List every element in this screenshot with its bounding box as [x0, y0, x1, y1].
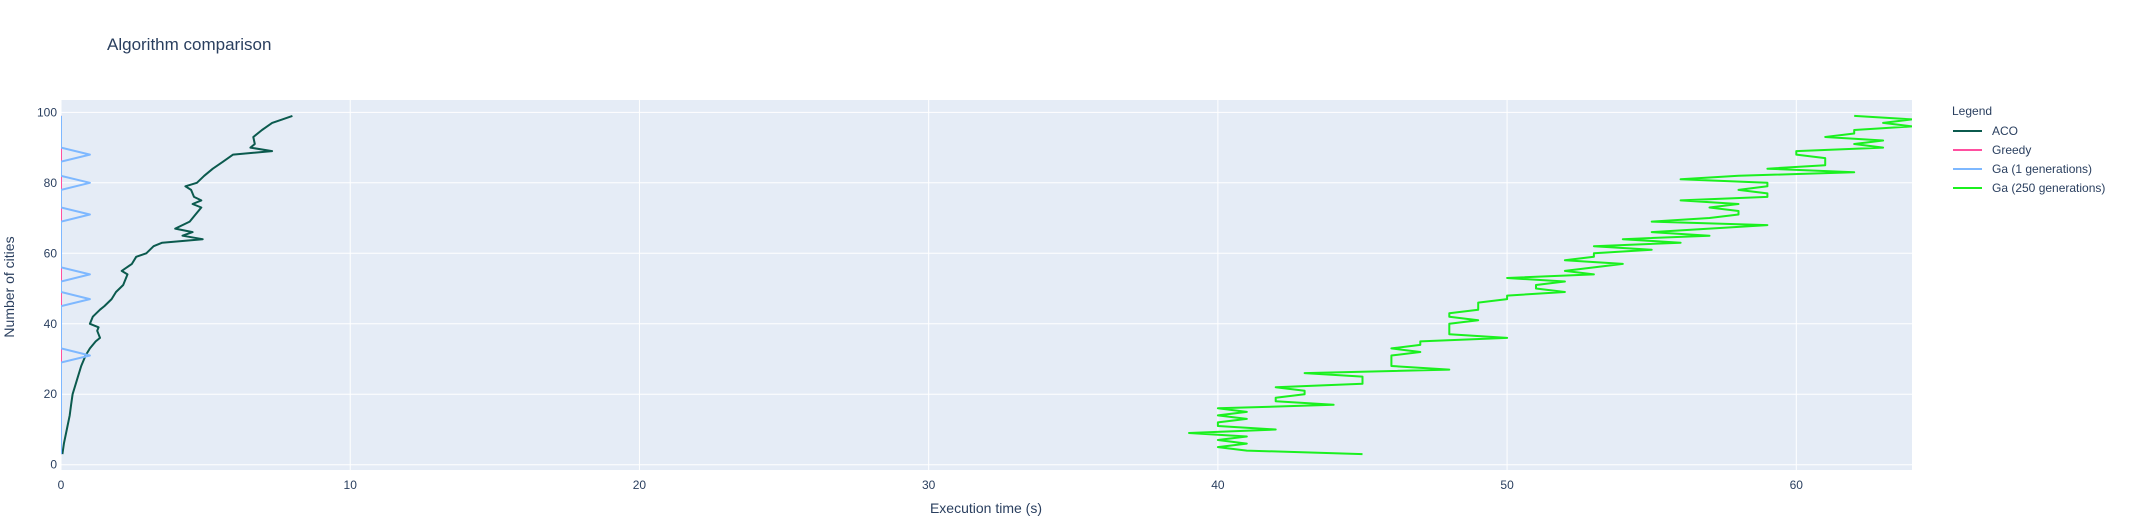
legend-item-greedy[interactable]: Greedy: [1953, 143, 2031, 157]
legend[interactable]: Legend ACO Greedy Ga (1 generations) Ga (25…: [1952, 104, 2105, 195]
legend-label: ACO: [1992, 124, 2018, 138]
x-tick-label: 20: [633, 478, 647, 492]
legend-item-ga-250-generations[interactable]: Ga (250 generations): [1953, 181, 2105, 195]
series-layer: [61, 114, 1912, 456]
x-tick-label: 40: [1211, 478, 1225, 492]
legend-label: Greedy: [1992, 143, 2031, 157]
gridlines: [60, 100, 1912, 470]
x-tick-label: 10: [344, 478, 358, 492]
x-axis-title: Execution time (s): [930, 500, 1042, 516]
y-axis-ticks: 0 20 40 60 80 100: [37, 105, 57, 471]
legend-label: Ga (1 generations): [1992, 162, 2092, 176]
y-tick-label: 20: [44, 387, 58, 401]
legend-item-ga-1-generations[interactable]: Ga (1 generations): [1953, 162, 2092, 176]
x-tick-label: 60: [1790, 478, 1804, 492]
y-axis-title: Number of cities: [1, 236, 17, 337]
x-axis-ticks: 0 10 20 30 40 50 60: [58, 478, 1804, 492]
y-tick-label: 40: [44, 317, 58, 331]
x-tick-label: 30: [922, 478, 936, 492]
series-line-ga-250-generations: [1188, 114, 1912, 456]
legend-title: Legend: [1952, 104, 1992, 118]
y-tick-label: 80: [44, 176, 58, 190]
chart-title: Algorithm comparison: [107, 35, 271, 54]
y-tick-label: 0: [50, 458, 57, 472]
plot-area: [61, 100, 1912, 470]
y-tick-label: 100: [37, 105, 57, 119]
legend-label: Ga (250 generations): [1992, 181, 2105, 195]
x-tick-label: 50: [1500, 478, 1514, 492]
x-tick-label: 0: [58, 478, 65, 492]
legend-item-aco[interactable]: ACO: [1953, 124, 2018, 138]
y-tick-label: 60: [44, 246, 58, 260]
series-line-aco: [61, 114, 293, 455]
